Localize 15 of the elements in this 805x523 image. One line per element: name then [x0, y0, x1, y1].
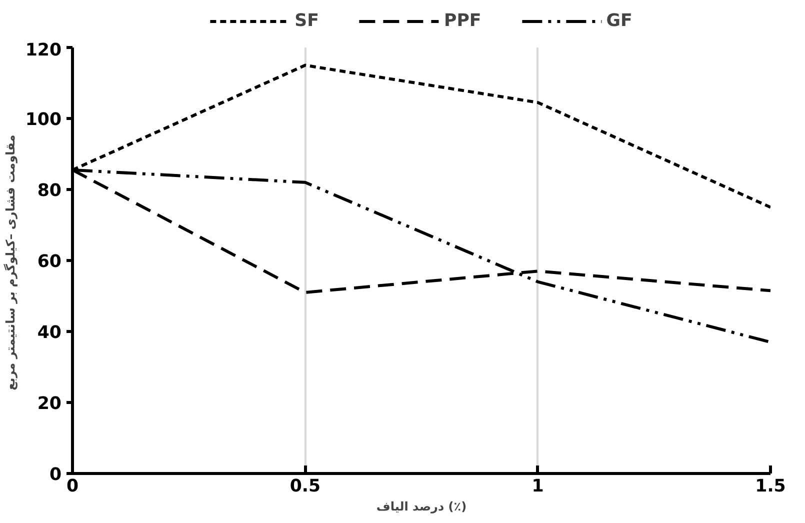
legend-label: GF	[606, 11, 632, 31]
y-tick-label: 100	[25, 110, 62, 130]
legend-label: PPF	[444, 11, 482, 31]
y-axis-title: مقاومت فشاری –کیلوگرم بر سانتیمتر مربع	[3, 134, 18, 390]
legend-label: SF	[294, 11, 320, 31]
x-tick-label: 1.5	[755, 476, 786, 496]
x-tick-label: 1	[532, 476, 544, 496]
y-tick-label: 40	[37, 323, 62, 343]
x-tick-label: 0	[66, 476, 79, 496]
y-tick-label: 60	[37, 252, 62, 272]
x-tick-label: 0.5	[290, 476, 321, 496]
y-tick-label: 20	[37, 394, 62, 414]
y-tick-label: 120	[25, 40, 62, 60]
x-axis-title: درصد الیاف (٪)	[376, 500, 467, 514]
y-tick-label: 80	[37, 181, 62, 201]
